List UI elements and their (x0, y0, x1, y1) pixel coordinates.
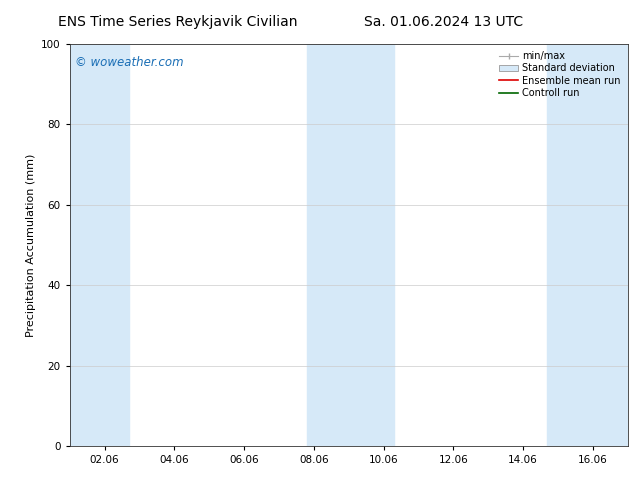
Text: © woweather.com: © woweather.com (75, 56, 184, 69)
Bar (547, 44, 628, 446)
Legend: min/max, Standard deviation, Ensemble mean run, Controll run: min/max, Standard deviation, Ensemble me… (495, 47, 624, 102)
Bar (70, 44, 129, 446)
Text: ENS Time Series Reykjavik Civilian: ENS Time Series Reykjavik Civilian (58, 15, 297, 29)
Bar (307, 44, 394, 446)
Text: Sa. 01.06.2024 13 UTC: Sa. 01.06.2024 13 UTC (365, 15, 523, 29)
Y-axis label: Precipitation Accumulation (mm): Precipitation Accumulation (mm) (25, 153, 36, 337)
